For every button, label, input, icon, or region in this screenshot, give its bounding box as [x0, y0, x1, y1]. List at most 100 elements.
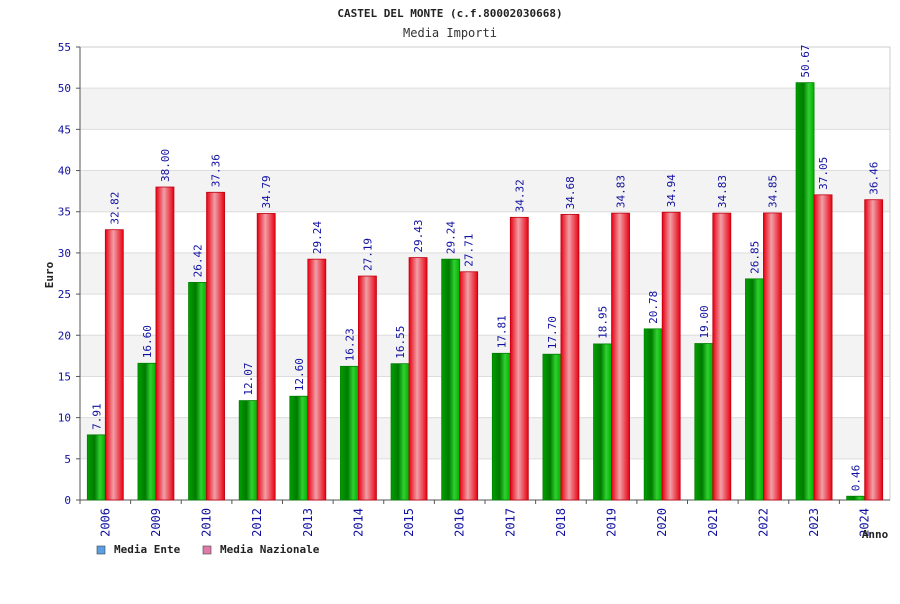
- grid-band: [80, 47, 890, 89]
- bar-value-label: 32.82: [108, 192, 121, 225]
- bar-value-label: 34.83: [716, 175, 729, 208]
- x-tick-label: 2017: [503, 508, 517, 537]
- bar-value-label: 50.67: [799, 45, 812, 78]
- bar-media-nazionale: [509, 216, 529, 501]
- bar-media-ente: [137, 362, 157, 501]
- bar-media-nazionale: [408, 257, 428, 501]
- bar-media-ente: [188, 281, 207, 501]
- x-tick-label: 2020: [655, 508, 669, 537]
- y-tick-label: 30: [58, 247, 71, 260]
- x-axis-label: Anno: [862, 528, 889, 541]
- bar-media-ente: [340, 365, 359, 501]
- bar-media-ente: [694, 343, 714, 501]
- bar-media-nazionale: [611, 212, 630, 501]
- bar-media-ente: [86, 434, 106, 501]
- x-tick-label: 2016: [453, 508, 467, 537]
- bar-value-label: 38.00: [159, 149, 172, 182]
- legend-swatch-media-nazionale: [202, 545, 212, 555]
- bar-value-label: 16.55: [394, 326, 407, 359]
- x-tick-label: 2015: [402, 508, 416, 537]
- x-tick-label: 2014: [351, 508, 365, 537]
- bar-media-ente: [643, 328, 663, 501]
- bar-media-nazionale: [256, 213, 276, 501]
- x-tick-label: 2012: [250, 508, 264, 537]
- y-tick-label: 40: [58, 165, 71, 178]
- y-tick-label: 25: [58, 288, 71, 301]
- bar-media-nazionale: [358, 275, 377, 501]
- bar-media-nazionale: [712, 212, 732, 501]
- bar-media-ente: [491, 352, 511, 501]
- bar-media-nazionale: [459, 271, 479, 501]
- bar-value-label: 20.78: [647, 291, 660, 324]
- bar-value-label: 34.68: [564, 176, 577, 209]
- bar-media-ente: [745, 278, 764, 501]
- bar-value-label: 0.46: [850, 465, 863, 492]
- bar-value-label: 34.79: [260, 175, 273, 208]
- bar-value-label: 37.36: [210, 154, 223, 187]
- y-tick-label: 5: [64, 453, 71, 466]
- y-tick-label: 35: [58, 206, 71, 219]
- y-tick-label: 55: [58, 41, 71, 54]
- bar-media-nazionale: [560, 213, 580, 501]
- bar-media-nazionale: [661, 211, 681, 501]
- bar-media-ente: [846, 495, 866, 501]
- x-tick-label: 2013: [301, 508, 315, 537]
- x-tick-label: 2021: [706, 508, 720, 537]
- y-tick-label: 0: [64, 494, 71, 507]
- bar-media-ente: [593, 343, 612, 501]
- x-tick-label: 2024: [858, 508, 872, 537]
- chart-subtitle: Media Importi: [403, 26, 497, 40]
- bar-value-label: 18.95: [597, 306, 610, 339]
- grid-band: [80, 129, 890, 171]
- bar-value-label: 16.60: [141, 325, 154, 358]
- bar-value-label: 34.85: [766, 175, 779, 208]
- bar-value-label: 26.42: [192, 244, 205, 277]
- bar-media-nazionale: [864, 199, 884, 501]
- bar-media-ente: [238, 400, 258, 501]
- bar-value-labels: 7.91 32.82 16.60 38.00 26.42 37.36 12.07 34.79 1…: [90, 45, 880, 492]
- x-tick-label: 2023: [807, 508, 821, 537]
- bar-media-nazionale: [813, 194, 833, 501]
- y-tick-label: 45: [58, 123, 71, 136]
- bar-value-label: 27.71: [463, 234, 476, 267]
- y-axis-label: Euro: [43, 261, 56, 288]
- bar-value-label: 17.70: [546, 316, 559, 349]
- bar-media-ente: [795, 82, 815, 501]
- bar-value-label: 12.07: [242, 362, 255, 395]
- y-tick-label: 10: [58, 412, 71, 425]
- x-tick-label: 2006: [98, 508, 112, 537]
- x-tick-label: 2019: [605, 508, 619, 537]
- bar-value-label: 17.81: [495, 315, 508, 348]
- bar-value-label: 27.19: [361, 238, 374, 271]
- bar-media-ente: [390, 363, 410, 501]
- bar-value-label: 16.23: [343, 328, 356, 361]
- bar-media-ente: [289, 395, 309, 501]
- x-tick-label: 2010: [200, 508, 214, 537]
- bar-value-label: 29.43: [412, 219, 425, 252]
- bar-value-label: 29.24: [311, 221, 324, 254]
- legend-swatch-media-ente: [96, 545, 106, 555]
- bar-media-nazionale: [155, 186, 175, 501]
- bar-value-label: 37.05: [817, 157, 830, 190]
- x-tick-label: 2018: [554, 508, 568, 537]
- x-axis: 2006 2009 2010 2012 2013 2014 2015 2016 2017 2018…: [79, 499, 890, 537]
- x-tick-label: 2009: [149, 508, 163, 537]
- bar-media-ente: [441, 258, 461, 501]
- bar-value-label: 34.94: [665, 174, 678, 207]
- y-tick-label: 15: [58, 370, 71, 383]
- chart-title: CASTEL DEL MONTE (c.f.80002030668): [337, 7, 562, 20]
- bar-value-label: 34.32: [513, 179, 526, 212]
- bar-media-nazionale: [307, 258, 327, 501]
- y-axis: 0 5 10 15 20 25 30 35 40 45 50 55: [58, 41, 81, 507]
- y-tick-label: 20: [58, 329, 71, 342]
- bar-value-label: 36.46: [868, 162, 881, 195]
- x-tick-label: 2022: [756, 508, 770, 537]
- bar-media-nazionale: [206, 191, 225, 501]
- bar-value-label: 34.83: [615, 175, 628, 208]
- y-tick-label: 50: [58, 82, 71, 95]
- bar-value-label: 19.00: [698, 305, 711, 338]
- bar-value-label: 29.24: [445, 221, 458, 254]
- bar-value-label: 7.91: [90, 403, 103, 430]
